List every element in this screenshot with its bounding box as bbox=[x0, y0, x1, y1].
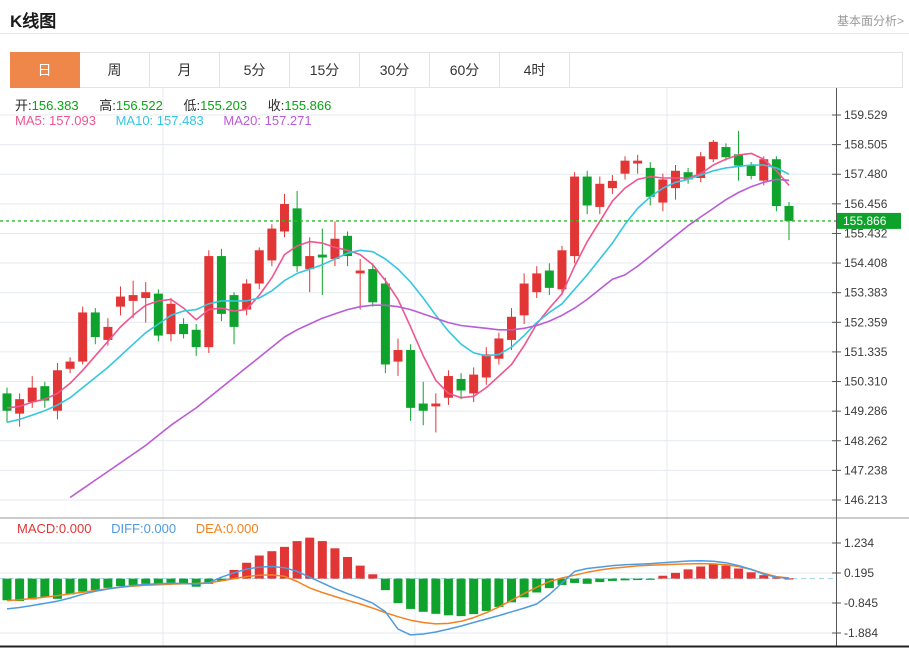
macd-layer bbox=[0, 537, 836, 636]
ma-lines-layer bbox=[6, 152, 790, 499]
open-readout: 开:156.383 bbox=[15, 98, 79, 113]
svg-text:154.408: 154.408 bbox=[844, 256, 888, 270]
ohlc-readout: 开:156.383 高:156.522 低:155.203 收:155.866 bbox=[15, 95, 348, 114]
candlestick-layer bbox=[2, 130, 794, 433]
macd-readout: MACD:0.000 DIFF:0.000 DEA:0.000 bbox=[17, 521, 275, 536]
svg-text:158.505: 158.505 bbox=[844, 138, 888, 152]
interval-tab-bar: 日 周 月 5分 15分 30分 60分 4时 bbox=[10, 52, 903, 88]
last-price-layer: 155.866 bbox=[0, 212, 901, 229]
svg-text:157.480: 157.480 bbox=[844, 167, 888, 181]
grid-layer bbox=[0, 88, 836, 646]
tab-5min[interactable]: 5分 bbox=[220, 53, 290, 87]
low-readout: 低:155.203 bbox=[183, 98, 248, 113]
fundamental-analysis-link[interactable]: 基本面分析> bbox=[836, 14, 904, 28]
tab-15min[interactable]: 15分 bbox=[290, 53, 360, 87]
svg-text:-1.884: -1.884 bbox=[844, 626, 878, 640]
svg-text:149.286: 149.286 bbox=[844, 404, 888, 418]
svg-text:152.359: 152.359 bbox=[844, 315, 888, 329]
svg-text:156.456: 156.456 bbox=[844, 197, 888, 211]
svg-text:147.238: 147.238 bbox=[844, 463, 888, 477]
page-header: K线图 基本面分析> bbox=[0, 0, 909, 34]
ma5-readout: MA5: 157.093 bbox=[15, 113, 96, 128]
macd-value: MACD:0.000 bbox=[17, 521, 92, 536]
svg-text:153.383: 153.383 bbox=[844, 286, 888, 300]
svg-text:0.195: 0.195 bbox=[844, 566, 874, 580]
svg-text:150.310: 150.310 bbox=[844, 375, 888, 389]
page-title: K线图 bbox=[10, 12, 57, 31]
tab-60min[interactable]: 60分 bbox=[430, 53, 500, 87]
tab-4hour[interactable]: 4时 bbox=[500, 53, 570, 87]
close-readout: 收:155.866 bbox=[267, 98, 332, 113]
svg-text:155.866: 155.866 bbox=[843, 214, 887, 228]
svg-text:-0.845: -0.845 bbox=[844, 596, 878, 610]
svg-text:155.432: 155.432 bbox=[844, 226, 888, 240]
tab-week[interactable]: 周 bbox=[80, 53, 150, 87]
ma-readout: MA5: 157.093 MA10: 157.483 MA20: 157.271 bbox=[15, 113, 328, 128]
axis-layer: 159.529 158.505 157.480 156.456 155.432 154.4… bbox=[0, 88, 909, 648]
tab-30min[interactable]: 30分 bbox=[360, 53, 430, 87]
svg-text:146.213: 146.213 bbox=[844, 493, 888, 507]
svg-text:148.262: 148.262 bbox=[844, 434, 888, 448]
dea-value: DEA:0.000 bbox=[195, 521, 259, 536]
svg-text:151.335: 151.335 bbox=[844, 345, 888, 359]
diff-value: DIFF:0.000 bbox=[111, 521, 177, 536]
high-readout: 高:156.522 bbox=[99, 98, 163, 113]
svg-text:159.529: 159.529 bbox=[844, 108, 888, 122]
ma20-readout: MA20: 157.271 bbox=[223, 113, 312, 128]
tab-month[interactable]: 月 bbox=[150, 53, 220, 87]
ma10-readout: MA10: 157.483 bbox=[115, 113, 204, 128]
tab-day[interactable]: 日 bbox=[10, 52, 80, 88]
svg-text:1.234: 1.234 bbox=[844, 536, 874, 550]
